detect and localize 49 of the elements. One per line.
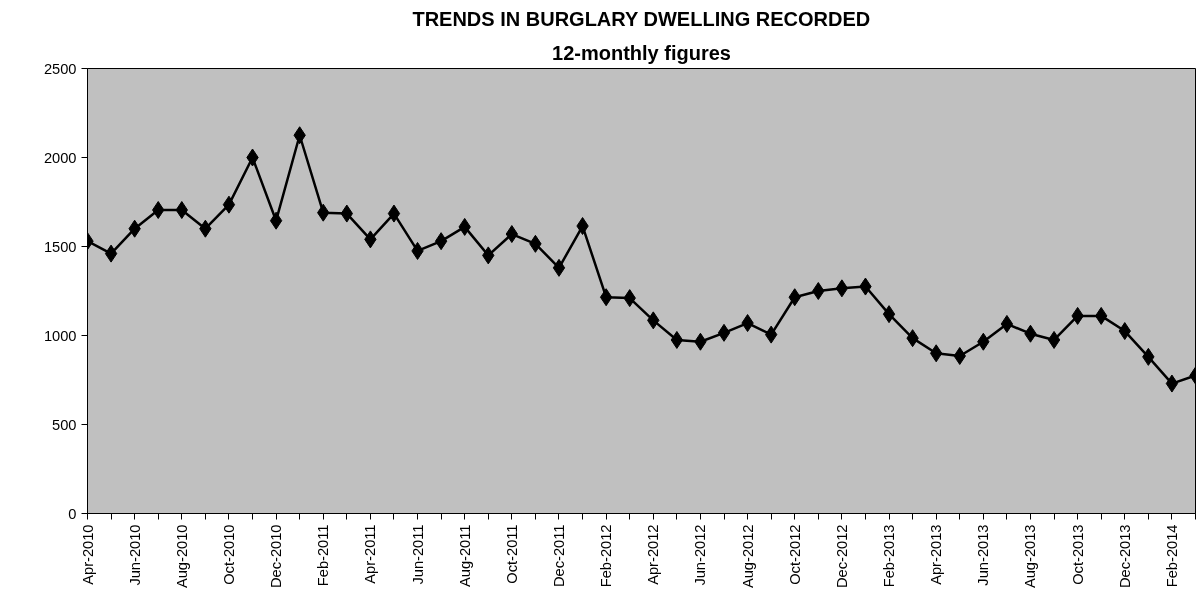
x-tick-label: Aug-2012: [739, 524, 756, 589]
point: [552, 258, 566, 277]
x-tick-label: Jun-2013: [975, 524, 992, 586]
point: [670, 330, 684, 349]
y-tick-label: 2500: [43, 60, 77, 77]
point: [764, 325, 778, 344]
point: [1000, 314, 1014, 333]
y-tick-label: 500: [52, 416, 77, 433]
x-tick-label: Dec-2013: [1116, 524, 1133, 589]
x-tick-label: Aug-2011: [456, 524, 473, 587]
x-tick-label: Apr-2011: [362, 524, 379, 584]
point: [222, 195, 236, 214]
point: [434, 232, 448, 251]
x-tick-label: Aug-2013: [1022, 524, 1039, 589]
point: [1047, 330, 1061, 349]
x-tick-label: Feb-2011: [315, 524, 332, 587]
x-tick-label: Oct-2010: [220, 524, 237, 585]
x-tick-label: Aug-2010: [173, 524, 190, 589]
x-tick-label: Dec-2012: [833, 524, 850, 589]
y-tick-label: 1000: [43, 327, 77, 344]
x-tick-label: Oct-2013: [1069, 524, 1086, 585]
point: [812, 282, 825, 300]
point: [104, 244, 118, 263]
chart-subtitle: 12-monthly figures: [552, 41, 731, 64]
x-tick-label: Jun-2012: [692, 524, 709, 586]
point: [717, 323, 731, 342]
chart-title: TRENDS IN BURGLARY DWELLING RECORDED: [412, 7, 871, 30]
x-tick-label: Apr-2010: [79, 524, 96, 585]
point: [599, 288, 613, 307]
x-tick-label: Jun-2010: [126, 524, 143, 586]
x-tick-label: Oct-2011: [503, 524, 520, 584]
point: [1165, 374, 1179, 393]
point: [269, 211, 283, 230]
x-tick-label: Dec-2011: [550, 524, 567, 587]
y-tick-label: 1500: [43, 238, 77, 255]
point: [505, 225, 519, 244]
x-tick-label: Apr-2012: [645, 524, 662, 585]
point: [387, 204, 401, 223]
x-tick-label: Feb-2013: [881, 524, 898, 588]
x-tick-label: Jun-2011: [409, 524, 426, 585]
y-tick-label: 0: [68, 505, 77, 522]
point: [882, 305, 896, 324]
x-tick-label: Dec-2010: [268, 524, 285, 589]
point: [835, 279, 849, 298]
x-tick-label: Feb-2014: [1163, 524, 1180, 588]
x-tick-label: Oct-2012: [786, 524, 803, 585]
x-tick-label: Apr-2013: [928, 524, 945, 585]
x-tick-label: Feb-2012: [598, 524, 615, 588]
y-tick-label: 2000: [43, 149, 77, 166]
